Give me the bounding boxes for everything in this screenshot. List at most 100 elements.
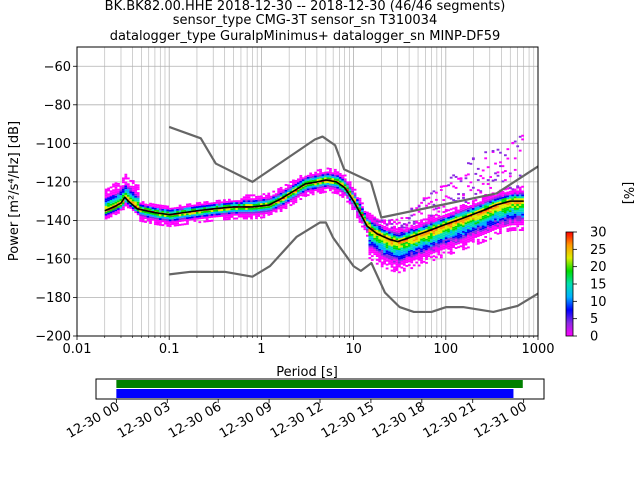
noise-model-lines xyxy=(168,125,539,314)
density-cell xyxy=(267,196,271,199)
density-cell xyxy=(447,226,451,229)
density-cell xyxy=(220,212,224,215)
density-cell xyxy=(508,198,512,201)
density-cell xyxy=(390,269,394,272)
density-cell xyxy=(154,203,157,206)
density-cell xyxy=(395,232,399,235)
density-cell xyxy=(370,226,374,229)
density-cell xyxy=(518,198,522,201)
density-cell xyxy=(496,213,500,216)
density-cell xyxy=(361,225,364,228)
density-cell xyxy=(264,208,268,211)
density-cell xyxy=(474,218,478,221)
density-cell xyxy=(407,244,411,247)
density-cell xyxy=(481,223,485,226)
density-cell xyxy=(338,186,342,189)
density-cell xyxy=(395,230,399,233)
density-cell xyxy=(319,191,322,194)
density-cell xyxy=(255,215,258,218)
density-cell xyxy=(422,224,426,227)
density-cell xyxy=(420,221,423,224)
density-cell xyxy=(501,194,505,197)
density-cell xyxy=(316,179,320,181)
density-cell xyxy=(154,207,157,210)
density-cell xyxy=(242,196,246,199)
density-cell xyxy=(274,208,278,211)
density-cell xyxy=(506,224,510,227)
density-cell xyxy=(178,220,182,222)
density-cell xyxy=(168,209,172,212)
density-cell xyxy=(425,261,428,264)
density-cell xyxy=(489,226,492,229)
density-cell xyxy=(245,217,248,220)
density-cell xyxy=(267,209,271,212)
data-coverage-bar xyxy=(116,380,523,388)
density-cell xyxy=(289,194,293,197)
density-cell xyxy=(464,208,468,211)
density-cell xyxy=(151,214,155,217)
density-cell xyxy=(430,217,433,220)
density-cell xyxy=(499,222,502,225)
density-cell xyxy=(146,204,150,207)
density-cell xyxy=(435,244,438,247)
density-cell xyxy=(516,205,520,208)
density-cell xyxy=(471,207,475,210)
density-cell xyxy=(508,212,512,215)
density-cell xyxy=(415,249,419,252)
density-cell xyxy=(496,219,500,222)
density-cell xyxy=(215,203,219,206)
density-cell xyxy=(400,241,404,244)
density-cell xyxy=(358,220,362,223)
density-cell xyxy=(301,177,305,180)
density-cell xyxy=(188,216,192,219)
density-cell xyxy=(491,202,495,204)
density-cell xyxy=(504,194,507,197)
density-cell xyxy=(412,233,416,236)
density-cell xyxy=(459,212,463,215)
density-cell xyxy=(469,208,473,211)
density-cell xyxy=(499,161,502,164)
density-cell xyxy=(407,250,411,253)
density-cell xyxy=(163,205,167,208)
density-cell xyxy=(131,195,135,198)
density-cell xyxy=(321,185,325,188)
density-cell xyxy=(158,208,162,211)
density-cell xyxy=(491,200,495,203)
density-cell xyxy=(439,244,443,247)
density-cell xyxy=(504,196,507,198)
density-cell xyxy=(422,255,426,257)
density-cell xyxy=(518,204,522,206)
density-cell xyxy=(395,234,399,237)
density-cell xyxy=(272,194,276,197)
density-cell xyxy=(489,199,492,202)
density-cell xyxy=(114,182,118,185)
density-cell xyxy=(420,248,423,251)
density-cell xyxy=(260,210,263,213)
density-cell xyxy=(518,211,522,214)
density-cell xyxy=(245,207,248,210)
density-cell xyxy=(422,235,426,238)
density-cell xyxy=(365,217,369,220)
density-cell xyxy=(398,248,401,251)
density-cell xyxy=(264,200,268,203)
density-cell xyxy=(432,208,436,211)
density-cell xyxy=(439,246,443,249)
timeline-tick-label: 12-30 00 xyxy=(64,399,122,441)
density-cell xyxy=(459,216,463,219)
density-cell xyxy=(144,203,147,206)
density-cell xyxy=(390,259,394,262)
density-cell xyxy=(442,238,446,240)
density-cell xyxy=(205,214,209,217)
density-cell xyxy=(427,243,431,246)
density-cell xyxy=(491,196,495,199)
density-cell xyxy=(380,257,384,260)
density-cell xyxy=(338,178,342,181)
density-cell xyxy=(373,241,377,244)
density-cell xyxy=(504,223,507,225)
density-cell xyxy=(439,229,443,232)
density-cell xyxy=(316,177,320,180)
density-cell xyxy=(452,240,456,243)
density-cell xyxy=(149,218,152,221)
density-cell xyxy=(486,219,490,222)
density-cell xyxy=(242,213,246,216)
